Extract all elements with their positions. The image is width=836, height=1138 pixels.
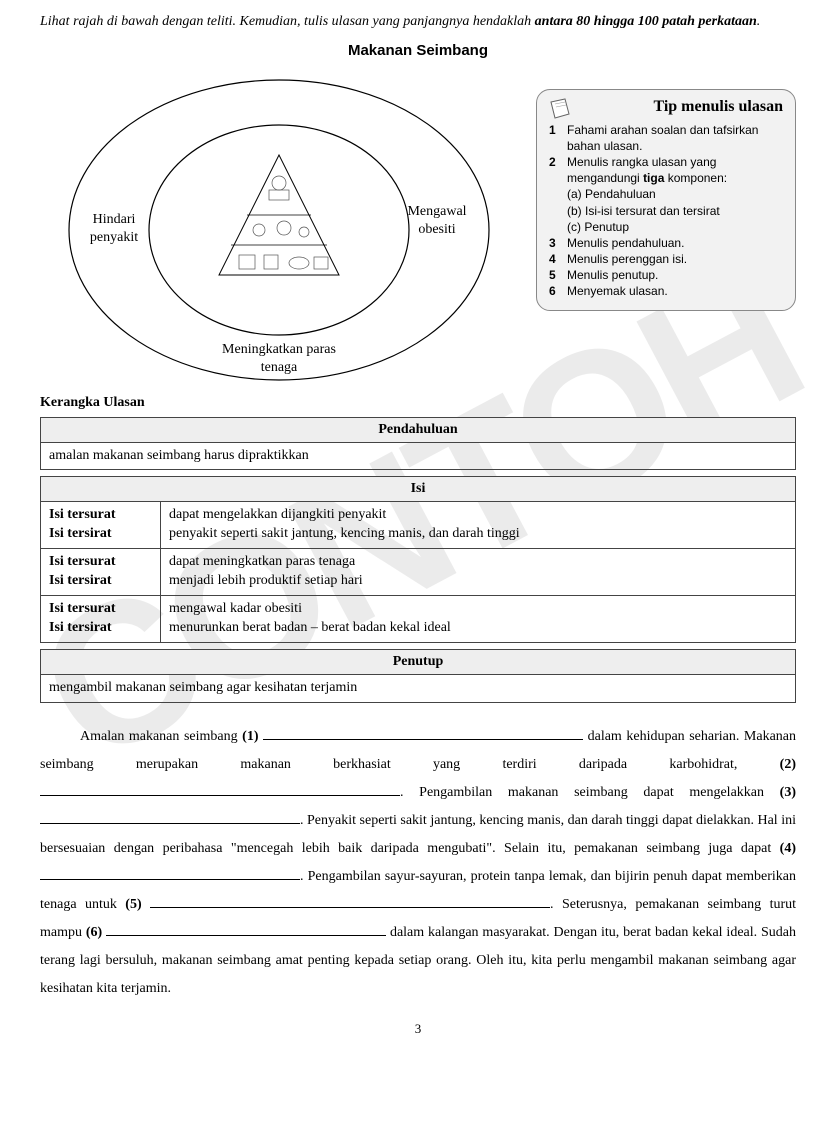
page-number: 3 — [40, 1021, 796, 1037]
blank-marker: (4) — [780, 841, 796, 856]
svg-text:tenaga: tenaga — [261, 360, 298, 375]
instruction-post: . — [757, 14, 761, 29]
tips-item: 4Menulis perenggan isi. — [549, 251, 783, 267]
tips-item: 2Menulis rangka ulasan yang mengandungi … — [549, 154, 783, 186]
notebook-icon — [547, 96, 575, 122]
tips-item: 1Fahami arahan soalan dan tafsirkan baha… — [549, 122, 783, 154]
isi-header: Isi — [41, 477, 796, 502]
tips-subitem: (b) Isi-isi tersurat dan tersirat — [549, 203, 783, 219]
isi-labels: Isi tersuratIsi tersirat — [41, 549, 161, 596]
isi-table: Isi Isi tersuratIsi tersiratdapat mengel… — [40, 476, 796, 642]
tips-subitem: (a) Pendahuluan — [549, 186, 783, 202]
tips-item: 5Menulis penutup. — [549, 267, 783, 283]
penutup-body: mengambil makanan seimbang agar kesihata… — [41, 674, 796, 702]
isi-labels: Isi tersuratIsi tersirat — [41, 596, 161, 643]
pendahuluan-header: Pendahuluan — [41, 417, 796, 442]
svg-text:penyakit: penyakit — [90, 230, 138, 245]
svg-text:Mengawal: Mengawal — [407, 204, 466, 219]
instruction-pre: Lihat rajah di bawah dengan teliti. Kemu… — [40, 14, 535, 29]
tips-box: Tip menulis ulasan 1Fahami arahan soalan… — [536, 89, 796, 311]
isi-content: dapat meningkatkan paras tenagamenjadi l… — [161, 549, 796, 596]
svg-text:obesiti: obesiti — [418, 222, 455, 237]
table-row: Isi tersuratIsi tersiratdapat mengelakka… — [41, 502, 796, 549]
tips-item: 6Menyemak ulasan. — [549, 283, 783, 299]
svg-text:Hindari: Hindari — [93, 212, 136, 227]
isi-content: dapat mengelakkan dijangkiti penyakitpen… — [161, 502, 796, 549]
kerangka-label: Kerangka Ulasan — [40, 395, 796, 411]
svg-text:Meningkatkan paras: Meningkatkan paras — [222, 342, 336, 357]
fill-blank-3[interactable] — [40, 810, 300, 824]
table-row: Isi tersuratIsi tersiratdapat meningkatk… — [41, 549, 796, 596]
concept-diagram: Hindari penyakit Mengawal obesiti Mening… — [40, 65, 518, 385]
isi-labels: Isi tersuratIsi tersirat — [41, 502, 161, 549]
isi-content: mengawal kadar obesitimenurunkan berat b… — [161, 596, 796, 643]
blank-marker: (1) — [242, 729, 258, 744]
blank-marker: (2) — [780, 757, 796, 772]
tips-list: 1Fahami arahan soalan dan tafsirkan baha… — [549, 122, 783, 300]
fill-blank-4[interactable] — [40, 866, 300, 880]
blank-marker: (6) — [86, 925, 102, 940]
fill-blank-2[interactable] — [40, 782, 400, 796]
fill-blank-1[interactable] — [263, 726, 583, 740]
table-row: Isi tersuratIsi tersiratmengawal kadar o… — [41, 596, 796, 643]
fill-blank-5[interactable] — [150, 894, 550, 908]
tips-title: Tip menulis ulasan — [549, 98, 783, 116]
fill-blank-6[interactable] — [106, 922, 386, 936]
penutup-header: Penutup — [41, 649, 796, 674]
penutup-table: Penutup mengambil makanan seimbang agar … — [40, 649, 796, 703]
essay-text: Amalan makanan seimbang — [80, 729, 242, 744]
instruction-bold: antara 80 hingga 100 patah perkataan — [535, 14, 757, 29]
essay-paragraph: Amalan makanan seimbang (1) dalam kehidu… — [40, 723, 796, 1003]
blank-marker: (5) — [125, 897, 141, 912]
tips-subitem: (c) Penutup — [549, 219, 783, 235]
pendahuluan-table: Pendahuluan amalan makanan seimbang haru… — [40, 417, 796, 471]
instruction-text: Lihat rajah di bawah dengan teliti. Kemu… — [40, 12, 796, 32]
diagram-title: Makanan Seimbang — [40, 42, 796, 59]
blank-marker: (3) — [780, 785, 796, 800]
essay-text: . Pengambilan makanan seimbang dapat men… — [400, 785, 780, 800]
tips-item: 3Menulis pendahuluan. — [549, 235, 783, 251]
pendahuluan-body: amalan makanan seimbang harus dipraktikk… — [41, 442, 796, 470]
